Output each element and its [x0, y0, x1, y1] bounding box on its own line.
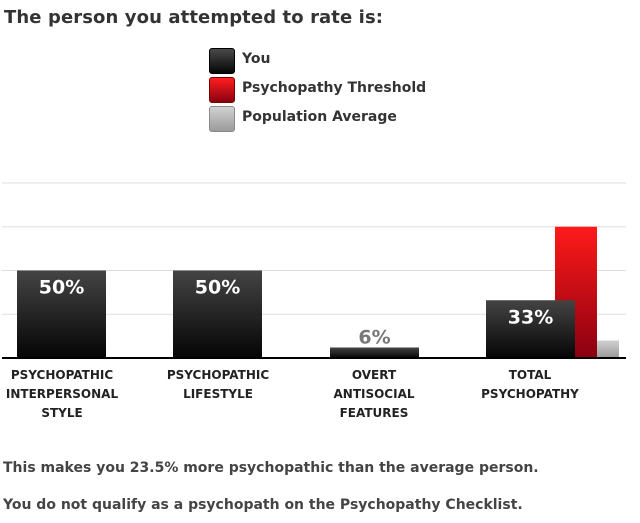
bar-you [173, 270, 262, 358]
bars: 50% 50% 6% 33% [2, 226, 626, 359]
bar-value-label: 50% [195, 277, 240, 299]
bar-you [330, 347, 419, 358]
category-label: PSYCHOPATHIC INTERPERSONAL STYLE [6, 368, 119, 420]
bar-value-label: 33% [508, 306, 553, 328]
legend-label-you: You [242, 51, 271, 67]
category-label: TOTAL PSYCHOPATHY [481, 368, 579, 401]
bar-value-label: 6% [358, 327, 390, 349]
bar-you [17, 270, 106, 358]
bar-chart: 50% 50% 6% 33% PSYCHOPATHIC INTERPERSONAL STY… [2, 182, 626, 420]
qualification-note: You do not qualify as a psychopath on th… [3, 497, 523, 513]
bar-you [486, 300, 575, 358]
legend-swatch-population [209, 106, 235, 132]
bar-population [597, 340, 619, 358]
legend-swatch-threshold [209, 77, 235, 103]
legend-label-threshold: Psychopathy Threshold [242, 80, 427, 96]
bar-value-label: 50% [39, 277, 84, 299]
legend-label-population: Population Average [242, 109, 397, 125]
legend-swatch-you [209, 48, 235, 74]
category-label: PSYCHOPATHIC LIFESTYLE [167, 368, 269, 401]
page-title: The person you attempted to rate is: [4, 7, 384, 28]
category-label: OVERT ANTISOCIAL FEATURES [333, 368, 414, 420]
category-labels: PSYCHOPATHIC INTERPERSONAL STYLE PSYCHOPATH… [6, 368, 579, 420]
comparison-note: This makes you 23.5% more psychopathic t… [3, 460, 539, 476]
